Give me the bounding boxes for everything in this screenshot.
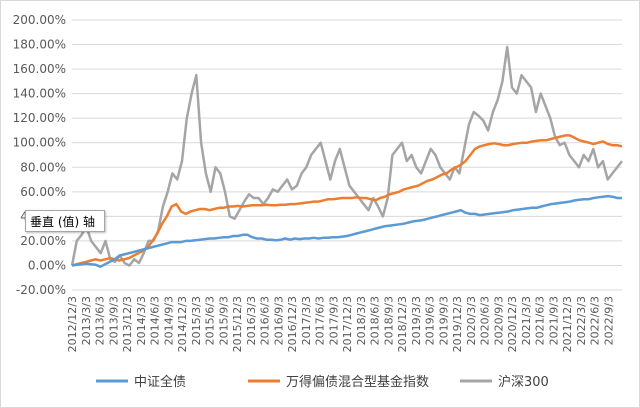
series-line [71, 194, 622, 268]
y-tick-label: 140.00% [13, 87, 66, 101]
y-tick-label: 0.00% [28, 258, 66, 272]
y-tick-label: 120.00% [13, 111, 66, 125]
x-tick-label: 2021/3/3 [520, 296, 533, 345]
x-tick-label: 2018/3/3 [355, 296, 368, 345]
x-tick-label: 2014/6/3 [149, 296, 162, 345]
x-tick-label: 2020/6/3 [479, 296, 492, 345]
legend: 中证全债 万得偏债混合型基金指数 沪深300 [96, 374, 549, 390]
x-tick-label: 2017/9/3 [327, 296, 340, 345]
x-tick-label: 2016/6/3 [259, 296, 272, 345]
x-axis-ticks: 2012/12/3 2013/3/3 2013/6/3 2013/9/3 2013/12… [66, 296, 615, 352]
x-tick-label: 2015/3/3 [190, 296, 203, 345]
x-tick-label: 2019/9/3 [437, 296, 450, 345]
x-tick-label: 2014/9/3 [162, 296, 175, 345]
x-tick-label: 2022/6/3 [589, 296, 602, 345]
y-tick-label: 160.00% [13, 62, 66, 76]
series-lines [70, 45, 623, 268]
y-tick-label: 180.00% [13, 38, 66, 52]
y-tick-label: 200.00% [13, 13, 66, 27]
gridlines [72, 19, 622, 291]
x-tick-label: 2013/9/3 [107, 296, 120, 345]
x-tick-label: 2017/3/3 [300, 296, 313, 345]
x-tick-label: 2017/6/3 [314, 296, 327, 345]
x-tick-label: 2022/3/3 [575, 296, 588, 345]
y-tick-label: 100.00% [13, 136, 66, 150]
x-tick-label: 2018/6/3 [369, 296, 382, 345]
x-tick-label: 2015/6/3 [204, 296, 217, 345]
y-tick-label: 80.00% [20, 160, 66, 174]
x-tick-label: 2019/3/3 [410, 296, 423, 345]
x-tick-label: 2020/3/3 [465, 296, 478, 345]
x-tick-label: 2013/3/3 [80, 296, 93, 345]
x-tick-label: 2016/9/3 [272, 296, 285, 345]
y-axis-ticks: -20.00%0.00%20.00%40.00%60.00%80.00%100.… [13, 13, 66, 297]
x-tick-label: 2020/12/3 [506, 296, 519, 352]
x-tick-label: 2015/12/3 [231, 296, 244, 352]
x-tick-label: 2015/9/3 [217, 296, 230, 345]
x-tick-label: 2013/6/3 [94, 296, 107, 345]
series-line [70, 45, 623, 267]
legend-label: 中证全债 [134, 374, 186, 390]
legend-label: 沪深300 [498, 374, 549, 390]
x-tick-label: 2021/9/3 [547, 296, 560, 345]
x-tick-label: 2017/12/3 [341, 296, 354, 352]
x-tick-label: 2012/12/3 [66, 296, 79, 352]
x-tick-label: 2021/12/3 [561, 296, 574, 352]
x-tick-label: 2019/12/3 [451, 296, 464, 352]
x-tick-label: 2020/9/3 [492, 296, 505, 345]
axis-tooltip: 垂直 (值) 轴 [25, 210, 105, 232]
x-tick-label: 2014/3/3 [135, 296, 148, 345]
y-tick-label: 20.00% [20, 234, 66, 248]
x-tick-label: 2018/12/3 [396, 296, 409, 352]
legend-label: 万得偏债混合型基金指数 [286, 374, 429, 390]
y-tick-label: 60.00% [20, 185, 66, 199]
x-tick-label: 2022/9/3 [602, 296, 615, 345]
x-tick-label: 2016/12/3 [286, 296, 299, 352]
x-tick-label: 2014/12/3 [176, 296, 189, 352]
x-tick-label: 2016/3/3 [245, 296, 258, 345]
x-tick-label: 2018/9/3 [382, 296, 395, 345]
series-line [71, 134, 623, 267]
y-tick-label: -20.00% [16, 283, 66, 297]
x-tick-label: 2019/6/3 [424, 296, 437, 345]
x-tick-label: 2013/12/3 [121, 296, 134, 352]
x-tick-label: 2021/6/3 [534, 296, 547, 345]
